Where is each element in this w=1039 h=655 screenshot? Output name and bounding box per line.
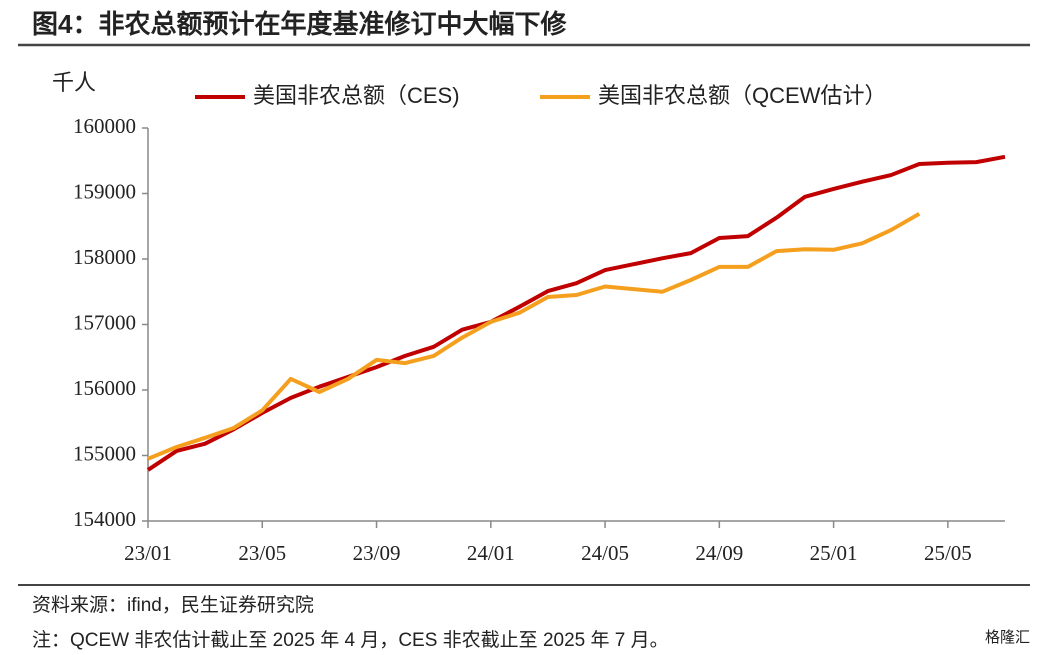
x-tick-label: 23/01 <box>124 541 172 565</box>
x-tick-label: 25/05 <box>924 541 972 565</box>
x-tick-label: 23/09 <box>353 541 401 565</box>
y-tick-label: 160000 <box>73 114 136 138</box>
x-tick-label: 24/01 <box>467 541 515 565</box>
y-tick-label: 159000 <box>73 179 136 203</box>
y-axis-label: 千人 <box>52 70 96 95</box>
source: 资料来源：ifind，民生证券研究院 <box>32 594 314 616</box>
series-line <box>146 154 1006 472</box>
y-tick-label: 154000 <box>73 507 136 531</box>
y-tick-label: 155000 <box>73 441 136 465</box>
x-tick-label: 25/01 <box>810 541 858 565</box>
x-tick-label: 23/05 <box>238 541 286 565</box>
note: 注：QCEW 非农估计截止至 2025 年 4 月，CES 非农截止至 2025… <box>32 629 669 651</box>
x-tick-label: 24/05 <box>581 541 629 565</box>
legend-label: 美国非农总额（CES) <box>253 83 460 108</box>
x-tick-label: 24/09 <box>695 541 743 565</box>
y-tick-label: 158000 <box>73 245 136 269</box>
chart-title: 图4：非农总额预计在年度基准修订中大幅下修 <box>32 9 567 39</box>
watermark: 格隆汇 <box>985 629 1030 646</box>
y-tick-label: 156000 <box>73 376 136 400</box>
legend-label: 美国非农总额（QCEW估计） <box>598 83 886 108</box>
y-tick-label: 157000 <box>73 310 136 334</box>
series-line <box>147 212 921 461</box>
